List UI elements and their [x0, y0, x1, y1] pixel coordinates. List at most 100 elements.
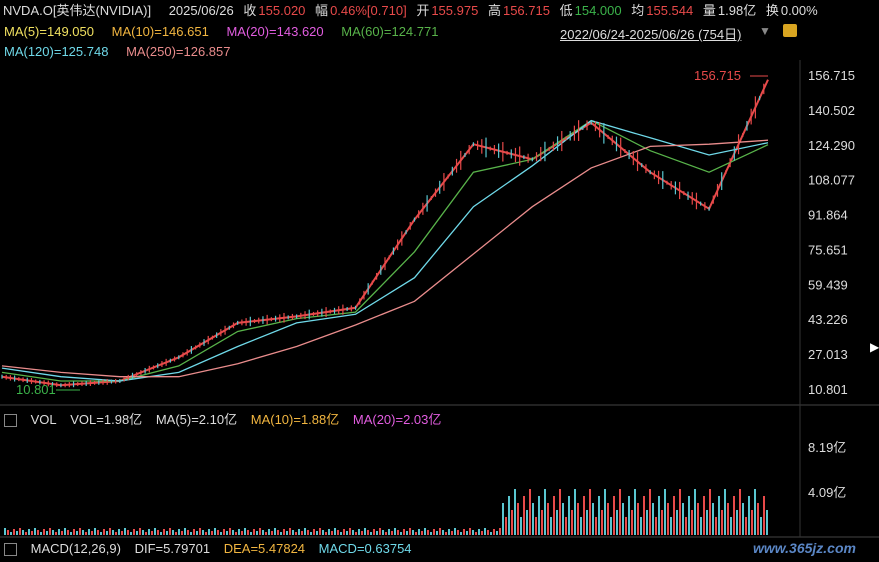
volume-bar: [274, 528, 276, 535]
volume-bar: [499, 528, 501, 535]
price-tick-label: 27.013: [808, 347, 848, 362]
volume-bar: [34, 528, 36, 535]
volume-bar: [745, 517, 747, 535]
candles: [1, 83, 765, 388]
volume-bar: [445, 532, 447, 535]
volume-bar: [133, 529, 135, 535]
volume-bar: [115, 532, 117, 535]
volume-bar: [475, 532, 477, 535]
legend-ma20[interactable]: MA(20)=143.620: [226, 24, 324, 39]
volume-bar: [262, 530, 264, 535]
volume-bar: [13, 529, 15, 535]
volume-bar: [541, 510, 543, 535]
open-label: 开: [416, 3, 430, 18]
volume-bar: [430, 532, 432, 535]
volume-bar: [721, 510, 723, 535]
volume-bar: [508, 496, 510, 535]
volume-bar: [277, 530, 279, 535]
checkbox-icon[interactable]: [4, 414, 17, 428]
volume-bar: [187, 530, 189, 535]
price-tick-label: 140.502: [808, 103, 855, 118]
volume-bar: [391, 531, 393, 535]
legend-ma120[interactable]: MA(120)=125.748: [4, 44, 109, 59]
volume-bar: [409, 528, 411, 535]
volume-bar: [703, 496, 705, 535]
volume-bar: [352, 530, 354, 535]
volume-bar: [337, 530, 339, 535]
ticker-label[interactable]: NVDA.O[英伟达(NVIDIA)]: [3, 3, 152, 18]
volume-bar: [604, 489, 606, 535]
volume-bar: [298, 529, 300, 535]
volume-bar: [706, 510, 708, 535]
volume-bar: [637, 503, 639, 535]
volume-bar: [307, 530, 309, 535]
volume-bar: [616, 510, 618, 535]
volume-bar: [46, 531, 48, 535]
volume-bar: [49, 528, 51, 535]
legend-ma250[interactable]: MA(250)=126.857: [126, 44, 231, 59]
volume-bar: [394, 528, 396, 535]
macd-header: MACD(12,26,9) DIF=5.79701 DEA=5.47824 MA…: [4, 541, 422, 557]
chevron-down-icon[interactable]: ▼: [759, 24, 771, 38]
vol-ma10: MA(10)=1.88亿: [250, 412, 340, 427]
ma-legend-row1: MA(5)=149.050 MA(10)=146.651 MA(20)=143.…: [4, 24, 452, 40]
volume-bar: [73, 529, 75, 535]
volume-bar: [640, 517, 642, 535]
volume-bar: [709, 489, 711, 535]
volume-bar: [712, 503, 714, 535]
high-label: 高: [487, 3, 501, 18]
volume-bar: [388, 529, 390, 535]
volume-bar: [658, 496, 660, 535]
volume-bar: [469, 528, 471, 535]
high-value: 156.715: [502, 3, 550, 18]
low-value: 154.000: [574, 3, 622, 18]
date-range-selector[interactable]: 2022/06/24-2025/06/26 (754日): [560, 27, 742, 42]
volume-bar: [673, 496, 675, 535]
macd-value: MACD=0.63754: [318, 541, 412, 556]
macd-dif: DIF=5.79701: [134, 541, 211, 556]
volume-bar: [625, 517, 627, 535]
volume-bar: [373, 529, 375, 535]
volume-bar: [64, 528, 66, 535]
volume-bar: [19, 528, 21, 535]
max-price-annotation: 156.715: [694, 68, 741, 83]
volume-bar: [652, 503, 654, 535]
volume-bar: [310, 532, 312, 535]
vol-ma20: MA(20)=2.03亿: [352, 412, 442, 427]
vol-value: VOL=1.98亿: [70, 412, 143, 427]
volume-bar: [418, 529, 420, 535]
lock-icon[interactable]: [783, 24, 797, 37]
volume-bar: [382, 530, 384, 535]
volume-bar: [520, 517, 522, 535]
volume-bar: [91, 531, 93, 535]
volume-bar: [556, 510, 558, 535]
volume-bar: [739, 489, 741, 535]
close-value: 155.020: [258, 3, 306, 18]
volume-bar: [94, 528, 96, 535]
date-label: 2025/06/26: [168, 3, 234, 18]
volume-bar: [574, 489, 576, 535]
play-right-icon[interactable]: ▶: [870, 340, 879, 354]
volume-bar: [190, 532, 192, 535]
checkbox-icon[interactable]: [4, 543, 17, 557]
volume-bar: [460, 532, 462, 535]
legend-ma5[interactable]: MA(5)=149.050: [4, 24, 94, 39]
volume-bar: [691, 510, 693, 535]
volume-bar: [256, 531, 258, 535]
volume-bar: [328, 529, 330, 535]
volume-bar: [235, 532, 237, 535]
volume-bar: [562, 503, 564, 535]
volume-bar: [301, 531, 303, 535]
volume-bar: [208, 529, 210, 535]
volume-bar: [400, 532, 402, 535]
volume-bar: [10, 532, 12, 535]
volume-bar: [334, 528, 336, 535]
legend-ma60[interactable]: MA(60)=124.771: [341, 24, 439, 39]
volume-bar: [697, 503, 699, 535]
volume-bar: [718, 496, 720, 535]
legend-ma10[interactable]: MA(10)=146.651: [111, 24, 209, 39]
volume-bar: [487, 530, 489, 535]
volume-bar: [127, 530, 129, 535]
volume-bar: [607, 503, 609, 535]
change-label: 幅: [315, 3, 329, 18]
